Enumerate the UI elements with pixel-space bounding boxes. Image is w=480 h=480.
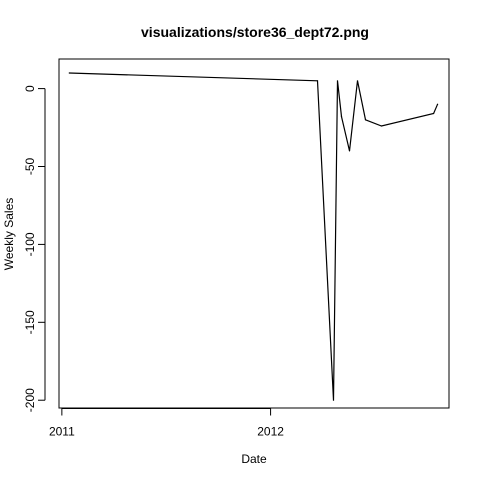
data-point bbox=[436, 103, 439, 105]
data-point bbox=[68, 72, 70, 74]
data-point bbox=[332, 399, 335, 401]
y-tick-label: -150 bbox=[23, 310, 37, 334]
series-layer bbox=[68, 72, 439, 401]
data-point bbox=[348, 150, 351, 152]
data-point bbox=[356, 80, 359, 82]
data-point bbox=[432, 112, 435, 115]
y-tick-label: 0 bbox=[23, 85, 37, 92]
data-point bbox=[340, 116, 343, 118]
y-tick-label: -50 bbox=[23, 158, 37, 176]
data-point bbox=[380, 125, 383, 127]
y-tick-label: -200 bbox=[23, 388, 37, 412]
data-point bbox=[364, 119, 367, 121]
y-axis: 0 -50 -100 -150 -200 bbox=[23, 85, 46, 412]
chart-title: visualizations/store36_dept72.png bbox=[141, 24, 369, 40]
y-axis-label: Weekly Sales bbox=[2, 198, 16, 270]
data-point bbox=[316, 80, 319, 82]
x-tick-label: 2012 bbox=[257, 425, 284, 439]
y-tick-label: -100 bbox=[23, 232, 37, 256]
series-line bbox=[69, 72, 439, 401]
x-axis-label: Date bbox=[241, 452, 267, 466]
x-axis: 2011 2012 bbox=[49, 408, 284, 439]
x-tick-label: 2011 bbox=[49, 425, 75, 439]
data-point bbox=[336, 80, 339, 82]
plot-frame bbox=[58, 58, 450, 409]
